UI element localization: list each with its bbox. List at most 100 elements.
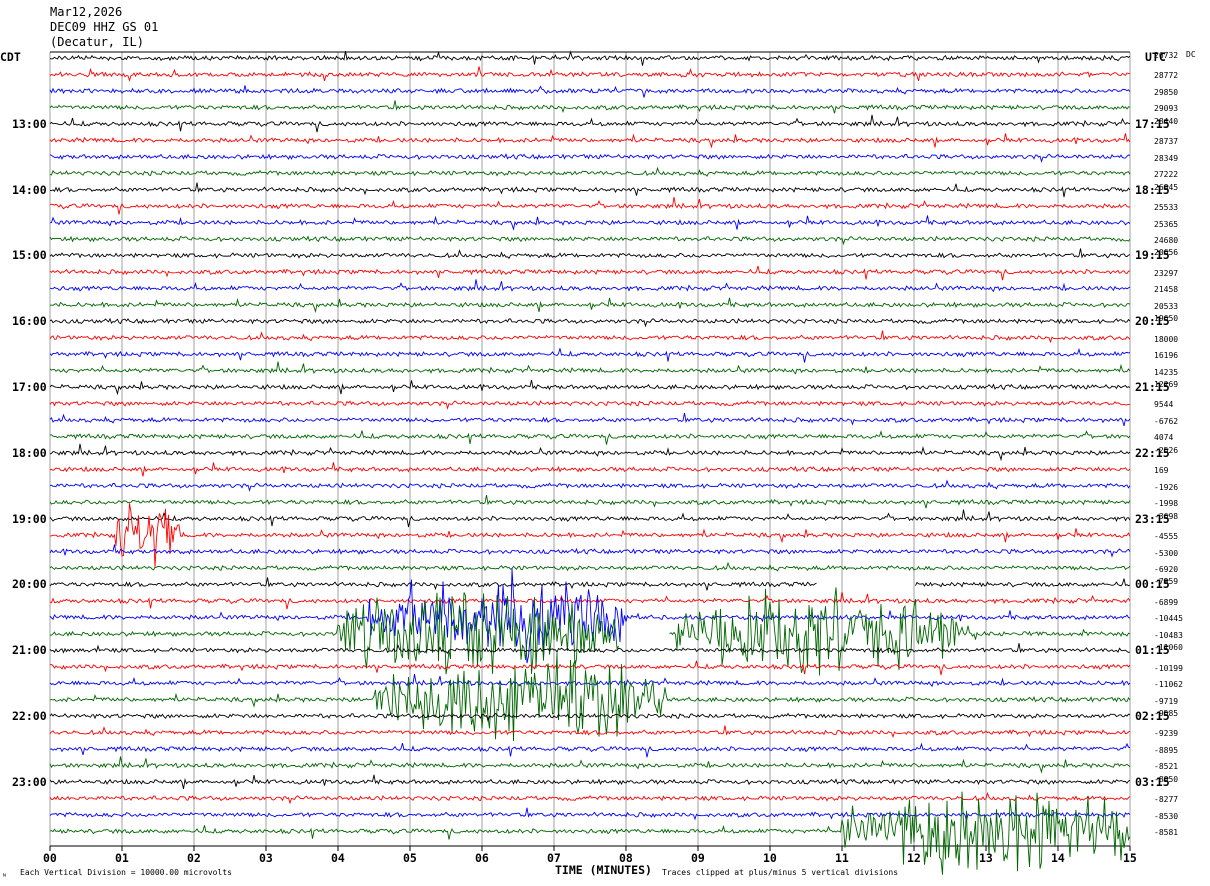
trace-10 <box>49 197 1130 215</box>
x-tick-label: 08 <box>619 851 633 865</box>
dc-offset-label: 27222 <box>1154 170 1179 180</box>
right-timezone-label: UTC <box>1145 50 1166 64</box>
trace-23 <box>49 412 1131 427</box>
trace-8 <box>49 166 1131 177</box>
dc-offset-label: 19650 <box>1154 314 1179 324</box>
dc-offset-label: 16196 <box>1154 351 1179 361</box>
trace-44 <box>49 756 1131 774</box>
corner-mark: ᴺ <box>2 872 7 881</box>
left-hour-label: 22:00 <box>12 709 47 723</box>
trace-32 <box>49 561 1131 572</box>
right-hour-label: 23:15 <box>1135 511 1170 526</box>
dc-offset-label: 20656 <box>1154 248 1179 258</box>
dc-offset-label: -8895 <box>1154 745 1179 755</box>
dc-offset-label: -10483 <box>1154 630 1183 640</box>
dc-offset-label: -7959 <box>1154 577 1179 587</box>
x-tick-label: 09 <box>691 851 705 865</box>
x-tick-label: 05 <box>403 851 417 865</box>
dc-offset-label: 29850 <box>1154 87 1179 97</box>
left-timezone-label: CDT <box>0 50 21 64</box>
right-hour-label: 19:15 <box>1135 248 1170 263</box>
dc-offset-label: 12269 <box>1154 380 1179 389</box>
left-hour-label: 14:00 <box>12 182 47 197</box>
trace-43 <box>49 742 1131 758</box>
left-hour-label: 19:00 <box>12 511 47 526</box>
dc-offset-label: -6899 <box>1154 597 1179 607</box>
dc-offset-label: -9719 <box>1154 696 1179 706</box>
x-tick-label: 06 <box>475 851 489 865</box>
dc-offset-label: 18000 <box>1154 334 1179 344</box>
trace-3 <box>49 85 1131 98</box>
right-hour-label: 03:15 <box>1135 774 1170 789</box>
dc-offset-label: -4555 <box>1154 532 1179 542</box>
dc-offset-label: 25533 <box>1154 203 1179 213</box>
dc-offset-label: 25365 <box>1154 219 1179 229</box>
dc-offset-label: 20533 <box>1154 301 1179 311</box>
trace-28 <box>49 495 1131 509</box>
trace-11 <box>49 215 1131 231</box>
dc-offset-label: 23297 <box>1154 268 1179 278</box>
clip-note: Traces clipped at plus/minus 5 vertical … <box>662 868 899 877</box>
right-hour-label: 00:15 <box>1135 577 1170 592</box>
right-hour-label: 18:15 <box>1135 182 1170 197</box>
dc-offset-label: -2526 <box>1154 445 1179 455</box>
trace-4 <box>49 100 1131 114</box>
dc-offset-label: -10199 <box>1154 663 1183 673</box>
trace-29 <box>49 509 1131 528</box>
trace-26 <box>49 462 1131 477</box>
dc-offset-label: 29093 <box>1154 104 1179 114</box>
dc-offset-label: 28737 <box>1154 137 1179 147</box>
trace-33 <box>49 577 1131 591</box>
dc-offset-label: 24680 <box>1154 235 1179 245</box>
trace-21 <box>49 379 1131 396</box>
trace-16 <box>49 297 1131 314</box>
dc-offset-label: 28349 <box>1154 153 1179 163</box>
right-hour-label: 01:15 <box>1135 643 1170 658</box>
trace-46 <box>49 791 1131 805</box>
traces <box>49 50 1131 875</box>
x-tick-label: 12 <box>907 851 921 865</box>
trace-1 <box>49 50 1131 66</box>
x-axis-title: TIME (MINUTES) <box>555 863 652 877</box>
right-hour-label: 21:15 <box>1135 380 1170 394</box>
dc-offset-label: -10445 <box>1154 614 1183 624</box>
left-hour-label: 16:00 <box>12 314 47 329</box>
dc-offset-label: -8850 <box>1154 774 1179 784</box>
trace-47 <box>49 807 1131 821</box>
x-tick-label: 10 <box>763 851 777 865</box>
trace-35 <box>49 568 1131 664</box>
trace-14 <box>49 265 1131 281</box>
dc-offset-label: 28440 <box>1154 116 1179 126</box>
dc-offset-label: 21458 <box>1154 285 1179 295</box>
right-hour-label: 02:15 <box>1135 709 1170 723</box>
trace-19 <box>49 347 1131 363</box>
header-date: Mar12,2026 <box>50 5 123 19</box>
trace-37 <box>49 643 1131 654</box>
trace-15 <box>49 279 1131 293</box>
trace-22 <box>49 400 1131 410</box>
trace-5 <box>49 114 1131 133</box>
header-location: (Decatur, IL) <box>50 35 144 49</box>
trace-38 <box>49 660 1131 676</box>
trace-6 <box>49 133 1131 149</box>
trace-9 <box>49 182 1131 198</box>
dc-offset-label: -1926 <box>1154 482 1179 492</box>
dc-offset-label: 14235 <box>1154 367 1179 377</box>
trace-25 <box>49 443 1131 462</box>
x-tick-label: 00 <box>43 851 57 865</box>
dc-offset-label: -8581 <box>1154 828 1179 838</box>
left-hour-label: 17:00 <box>12 380 47 394</box>
dc-offset-label: -6920 <box>1154 564 1179 574</box>
trace-30 <box>49 503 1131 568</box>
left-hour-label: 18:00 <box>12 445 47 460</box>
dc-offset-label: -9585 <box>1154 709 1179 718</box>
dc-offset-label: -6762 <box>1154 416 1179 426</box>
dc-offset-label: -9239 <box>1154 729 1179 739</box>
x-tick-label: 11 <box>835 851 849 865</box>
left-hour-label: 15:00 <box>12 248 47 263</box>
dc-offset-label: 4074 <box>1154 433 1174 443</box>
right-hour-label: 22:15 <box>1135 445 1170 460</box>
left-hour-label: 21:00 <box>12 643 47 658</box>
dc-offset-label: -11060 <box>1154 643 1183 653</box>
